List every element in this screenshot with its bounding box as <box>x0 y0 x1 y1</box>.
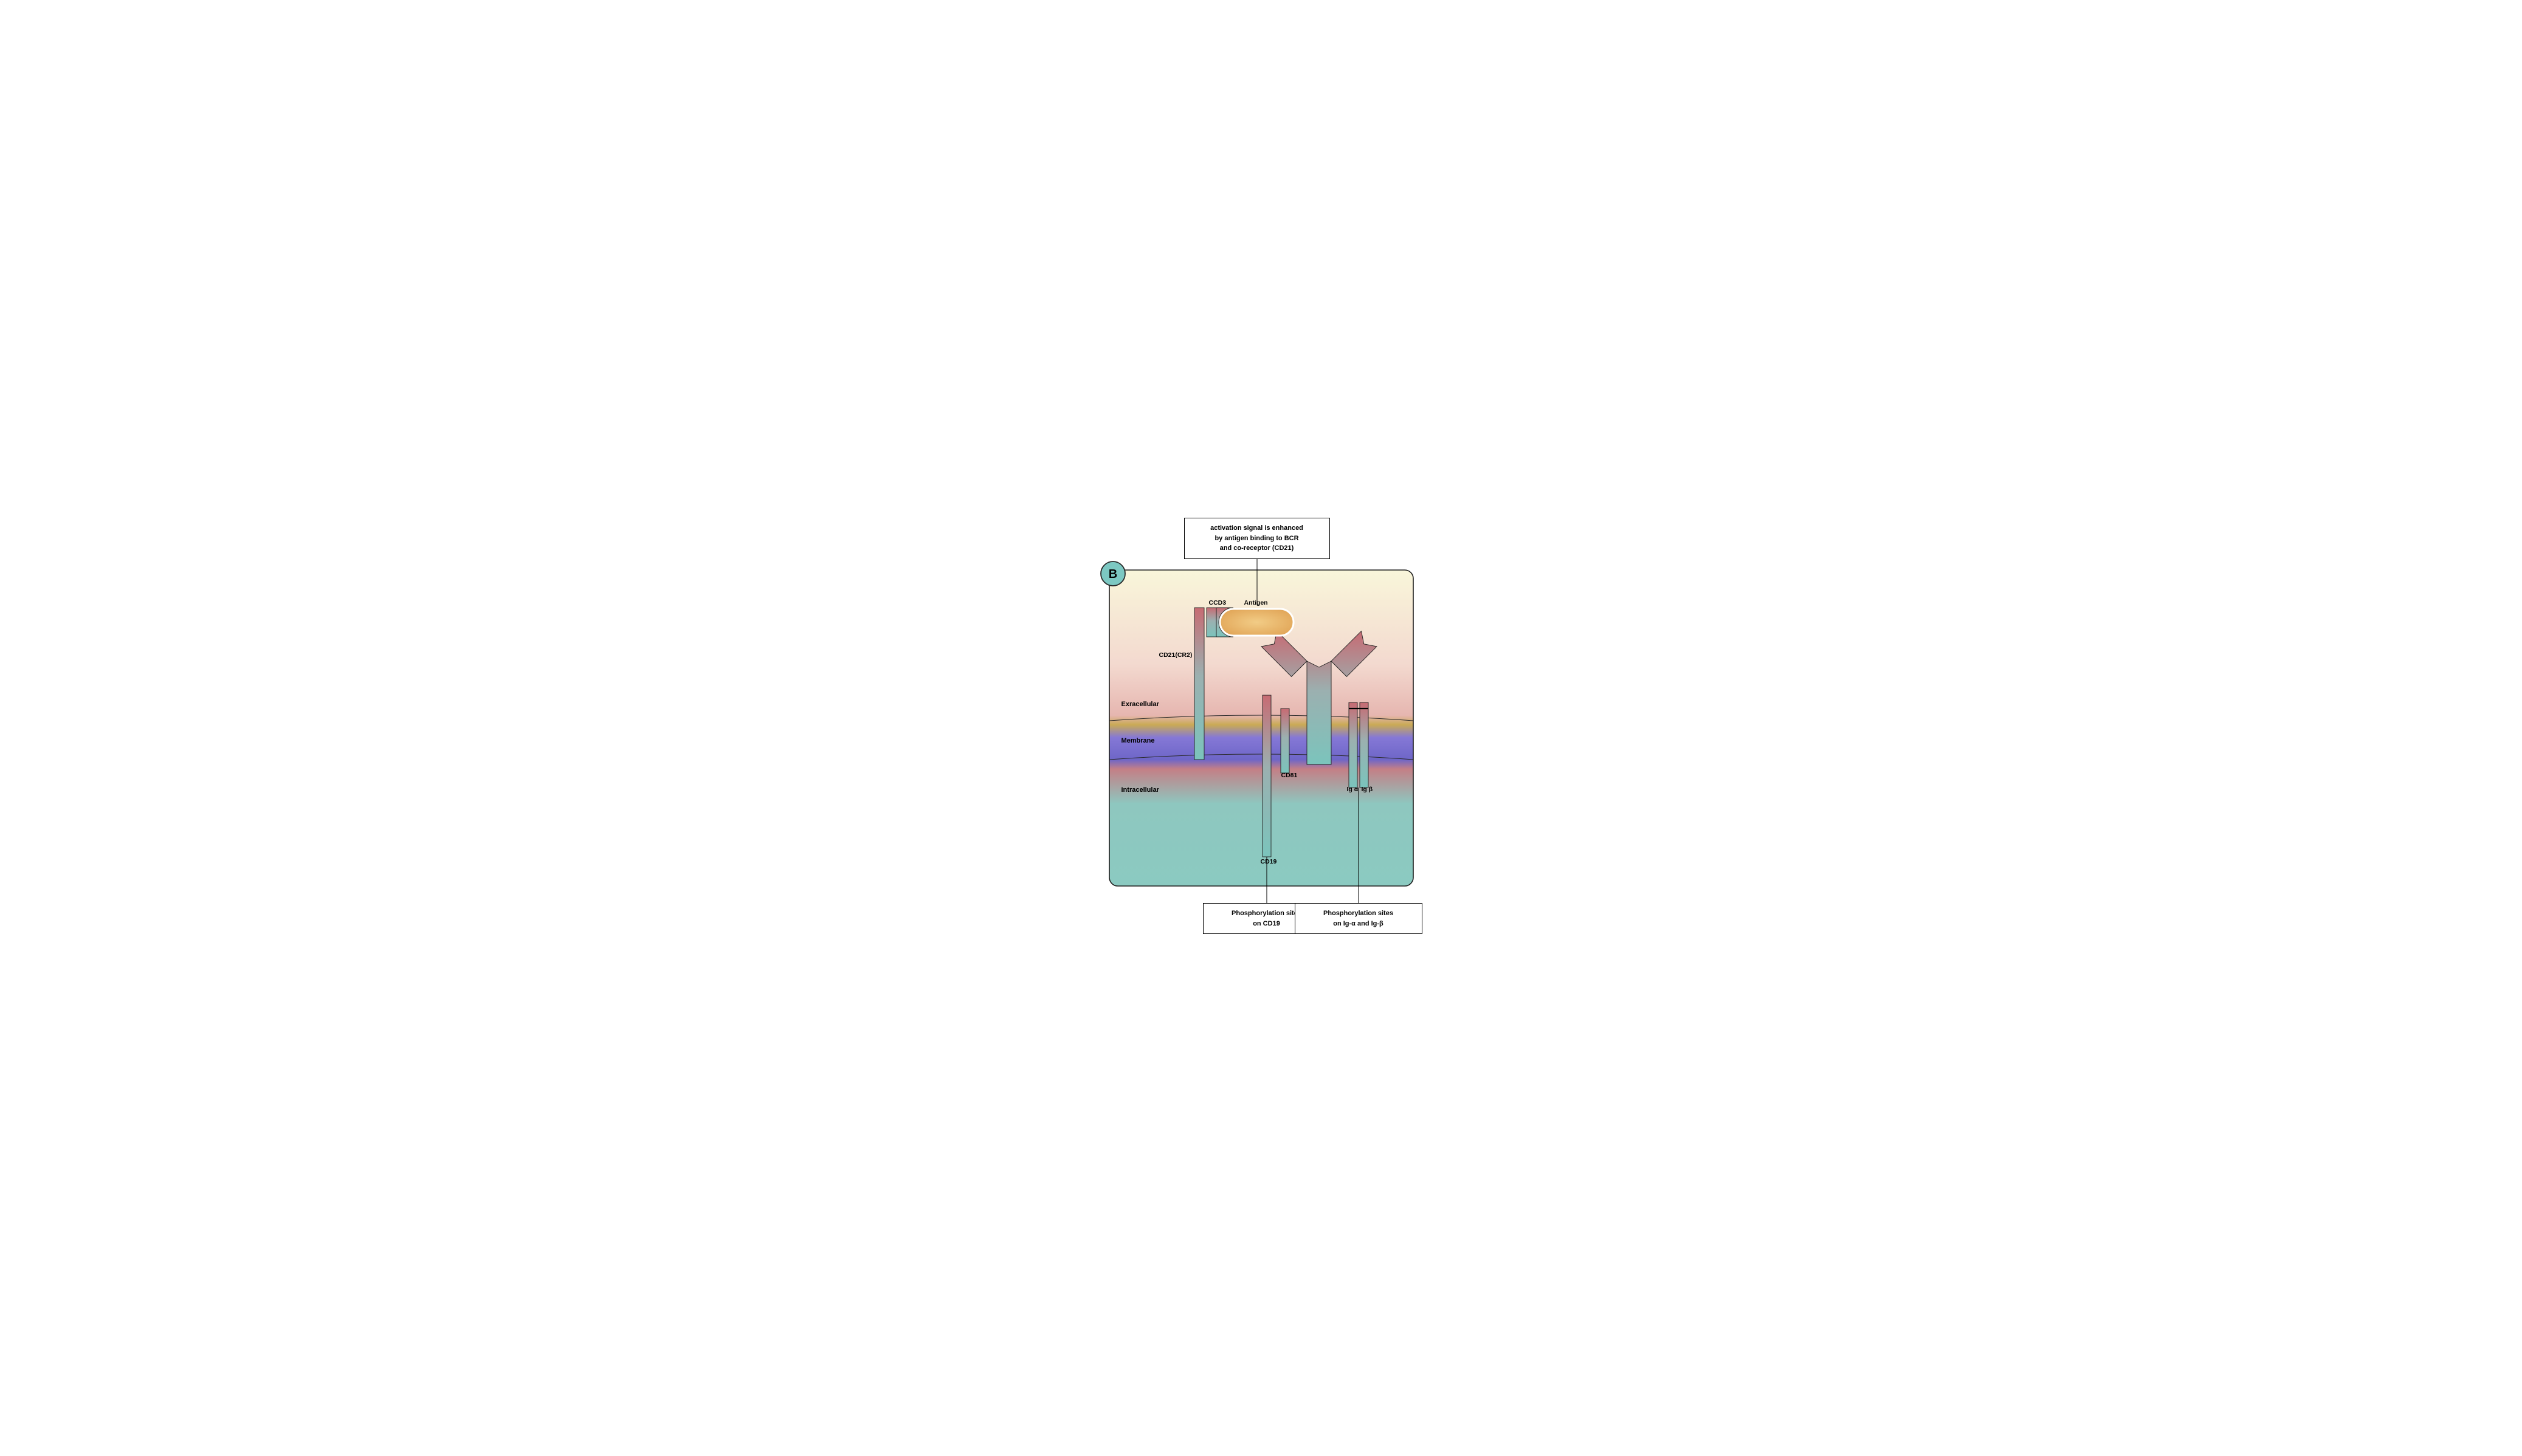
label-antigen: Antigen <box>1244 599 1268 606</box>
receptor-ccd3 <box>1207 608 1216 637</box>
callout-cd19-l1: Phosphorylation sites <box>1232 910 1301 917</box>
label-cd19: CD19 <box>1261 858 1277 865</box>
panel-badge-letter: B <box>1108 568 1117 581</box>
label-igb: Ig β <box>1362 786 1373 793</box>
ig-beta <box>1360 702 1368 788</box>
callout-top-l1: activation signal is enhanced <box>1210 524 1303 532</box>
callout-top: activation signal is enhanced by antigen… <box>1184 518 1330 559</box>
callout-ig-l1: Phosphorylation sites <box>1323 910 1393 917</box>
receptor-cd21 <box>1194 608 1204 760</box>
region-intracellular: Intracellular <box>1121 786 1159 794</box>
label-cd81: CD81 <box>1281 772 1298 779</box>
label-ccd3: CCD3 <box>1209 599 1227 606</box>
diagram-stage: activation signal is enhanced by antigen… <box>1049 509 1474 947</box>
ig-alpha <box>1349 702 1357 788</box>
callout-top-l3: and co-receptor (CD21) <box>1220 544 1294 552</box>
callout-top-l2: by antigen binding to BCR <box>1214 535 1298 542</box>
label-iga: Ig α <box>1347 786 1359 793</box>
callout-ig-l2: on Ig-α and Ig-β <box>1333 920 1383 927</box>
callout-cd19-l2: on CD19 <box>1253 920 1280 927</box>
label-cd21: CD21(CR2) <box>1159 651 1192 659</box>
receptor-cd81 <box>1281 709 1289 773</box>
receptor-cd19 <box>1263 695 1271 857</box>
antigen <box>1220 609 1294 636</box>
region-extracellular: Exracellular <box>1121 701 1159 708</box>
diagram-svg: B <box>1049 509 1474 947</box>
callout-ig: Phosphorylation sites on Ig-α and Ig-β <box>1295 903 1422 934</box>
region-membrane: Membrane <box>1121 737 1155 744</box>
